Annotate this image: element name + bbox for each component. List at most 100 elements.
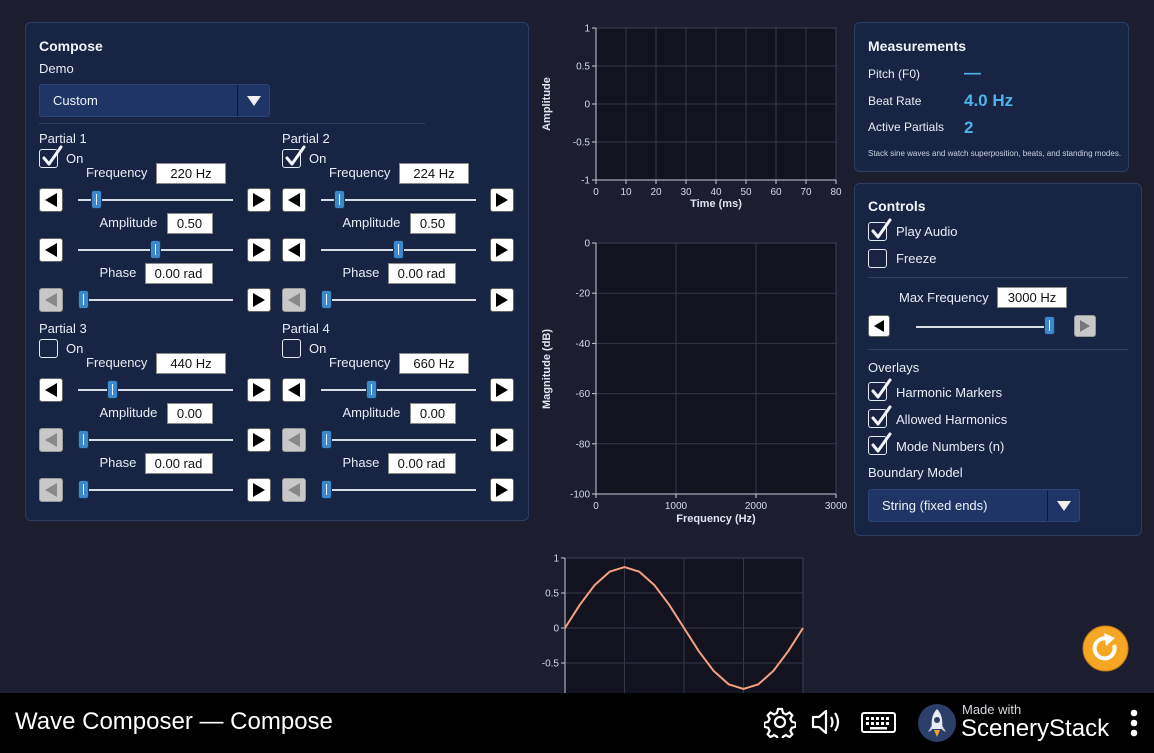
partial-on-checkbox[interactable] [39, 339, 58, 358]
play-audio-label: Play Audio [896, 224, 958, 239]
partial-title: Partial 2 [282, 131, 330, 146]
time-chart-ylabel: Amplitude [541, 77, 553, 131]
boundary-model-combo-box[interactable]: String (fixed ends) [868, 489, 1080, 522]
amplitude-label: Amplitude [99, 405, 158, 420]
amplitude-slider-track[interactable] [78, 439, 233, 441]
frequency-slider-thumb[interactable] [333, 190, 345, 209]
frequency-slider-track[interactable] [78, 389, 233, 391]
amplitude-slider-thumb[interactable] [393, 240, 404, 259]
phase-decrement-button[interactable] [39, 288, 63, 312]
max-frequency-decrement-button[interactable] [868, 315, 890, 337]
frequency-increment-button[interactable] [247, 378, 271, 402]
frequency-slider-thumb[interactable] [106, 380, 118, 399]
phase-slider-thumb[interactable] [78, 480, 89, 499]
app-title: Wave Composer — Compose [15, 708, 333, 735]
phase-decrement-button[interactable] [282, 288, 306, 312]
audio-toggle-button[interactable] [810, 706, 846, 738]
frequency-slider-track[interactable] [321, 199, 476, 201]
frequency-increment-button[interactable] [490, 378, 514, 402]
amplitude-slider-thumb[interactable] [321, 430, 332, 449]
phet-menu-button[interactable] [1127, 708, 1141, 738]
freeze-checkbox[interactable] [868, 249, 887, 268]
phase-slider-track[interactable] [78, 299, 233, 301]
amplitude-slider-track[interactable] [321, 439, 476, 441]
x-tick-label: 40 [710, 187, 722, 198]
brand-name: SceneryStack [961, 715, 1110, 742]
y-tick-label: -80 [576, 439, 591, 450]
phase-decrement-button[interactable] [282, 478, 306, 502]
max-frequency-label: Max Frequency [899, 290, 989, 305]
frequency-label: Frequency [329, 355, 391, 370]
amplitude-increment-button[interactable] [490, 428, 514, 452]
frequency-slider-thumb[interactable] [90, 190, 102, 209]
frequency-decrement-button[interactable] [282, 378, 306, 402]
frequency-slider-track[interactable] [78, 199, 233, 201]
measurements-note: Stack sine waves and watch superposition… [868, 149, 1122, 158]
frequency-label: Frequency [86, 355, 148, 370]
y-tick-label: -1 [581, 176, 590, 187]
frequency-decrement-button[interactable] [282, 188, 306, 212]
navigation-bar: Wave Composer — Compose [0, 693, 1154, 753]
allowed-harmonics-label: Allowed Harmonics [896, 412, 1008, 427]
preferences-button[interactable] [763, 706, 797, 742]
gear-icon [763, 707, 797, 742]
frequency-decrement-button[interactable] [39, 188, 63, 212]
checkmark-icon [871, 218, 892, 239]
amplitude-decrement-button[interactable] [282, 238, 306, 262]
pitch-value: — [964, 63, 981, 82]
amplitude-decrement-button[interactable] [39, 428, 63, 452]
amplitude-decrement-button[interactable] [39, 238, 63, 262]
phase-slider-track[interactable] [78, 489, 233, 491]
phase-increment-button[interactable] [247, 288, 271, 312]
rocket-icon [918, 704, 956, 742]
phase-slider-thumb[interactable] [321, 290, 332, 309]
frequency-readout: 440 Hz [156, 353, 226, 374]
amplitude-increment-button[interactable] [247, 238, 271, 262]
play-audio-checkbox[interactable] [868, 218, 892, 241]
partial-on-checkbox[interactable] [282, 339, 301, 358]
harmonic-markers-checkbox[interactable] [868, 378, 892, 401]
frequency-decrement-button[interactable] [39, 378, 63, 402]
frequency-increment-button[interactable] [247, 188, 271, 212]
checkmark-icon [871, 405, 892, 426]
mode-numbers-checkbox[interactable] [868, 432, 892, 455]
phase-increment-button[interactable] [490, 288, 514, 312]
amplitude-decrement-button[interactable] [282, 428, 306, 452]
y-tick-label: 0 [584, 239, 590, 250]
amplitude-slider-thumb[interactable] [150, 240, 161, 259]
phase-slider-thumb[interactable] [78, 290, 89, 309]
frequency-increment-button[interactable] [490, 188, 514, 212]
demo-combo-box[interactable]: Custom [39, 84, 270, 117]
demo-label: Demo [39, 61, 74, 76]
partial-on-checkbox[interactable] [282, 145, 306, 168]
phase-increment-button[interactable] [490, 478, 514, 502]
phase-label: Phase [99, 265, 137, 280]
amplitude-slider-thumb[interactable] [78, 430, 89, 449]
phase-decrement-button[interactable] [39, 478, 63, 502]
frequency-slider-thumb[interactable] [365, 380, 377, 399]
amplitude-increment-button[interactable] [247, 428, 271, 452]
keyboard-help-button[interactable] [860, 707, 898, 737]
phase-slider-track[interactable] [321, 489, 476, 491]
max-frequency-increment-button[interactable] [1074, 315, 1096, 337]
allowed-harmonics-checkbox[interactable] [868, 405, 892, 428]
x-tick-label: 80 [830, 187, 842, 198]
phase-increment-button[interactable] [247, 478, 271, 502]
max-frequency-slider-thumb[interactable] [1044, 316, 1055, 335]
frequency-slider-track[interactable] [321, 389, 476, 391]
compose-panel: Compose Demo Custom Partial 1 On Frequency… [25, 22, 529, 521]
phase-slider-track[interactable] [321, 299, 476, 301]
amplitude-increment-button[interactable] [490, 238, 514, 262]
checkmark-icon [42, 145, 63, 166]
frequency-readout: 220 Hz [156, 163, 226, 184]
compose-title: Compose [39, 38, 103, 54]
reset-all-button[interactable] [1082, 625, 1129, 672]
y-tick-label: 0 [584, 100, 590, 111]
boundary-model-value: String (fixed ends) [882, 498, 988, 513]
amplitude-label: Amplitude [342, 215, 401, 230]
x-tick-label: 50 [740, 187, 752, 198]
max-frequency-slider-track[interactable] [916, 326, 1053, 328]
phase-slider-thumb[interactable] [321, 480, 332, 499]
partial-on-checkbox[interactable] [39, 145, 63, 168]
freeze-label: Freeze [896, 251, 937, 266]
